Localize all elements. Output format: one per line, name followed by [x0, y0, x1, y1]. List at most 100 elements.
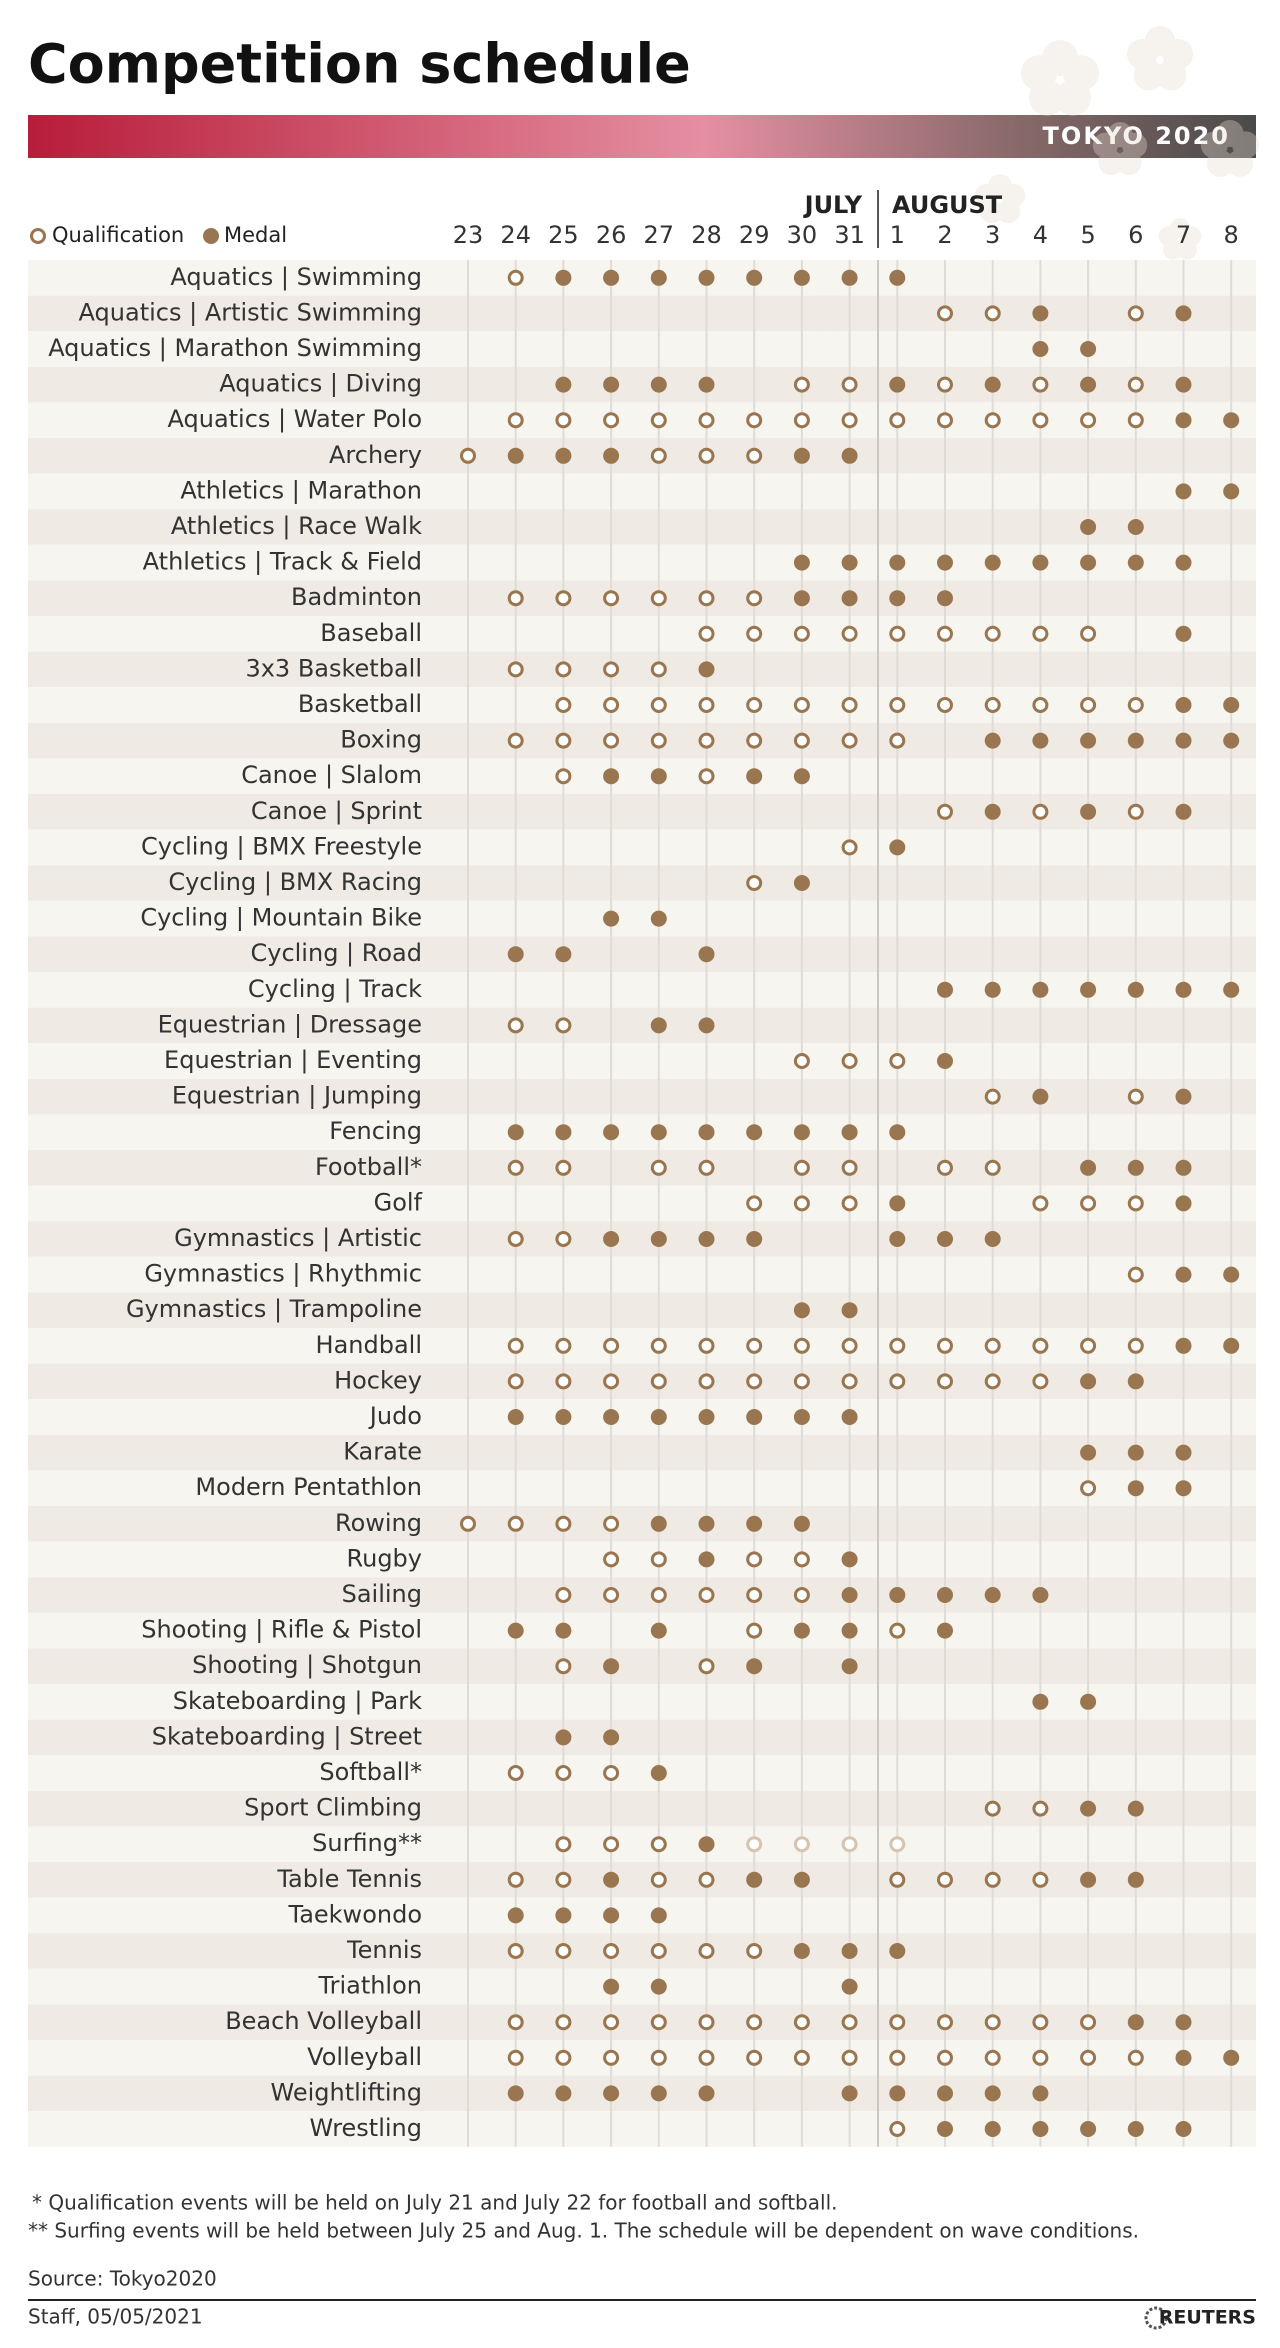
sport-label: Aquatics | Artistic Swimming	[79, 298, 422, 326]
qualification-marker	[603, 1551, 620, 1568]
medal-marker	[650, 1231, 667, 1247]
medal-marker	[1223, 1266, 1240, 1283]
qualification-marker	[603, 697, 620, 713]
medal-marker	[841, 1302, 858, 1319]
medal-marker	[1080, 519, 1097, 535]
qualification-marker	[793, 1551, 810, 1568]
medal-marker	[1127, 554, 1144, 571]
qualification-marker	[507, 2049, 524, 2066]
medal-marker	[1223, 2049, 1240, 2066]
medal-marker	[1175, 412, 1192, 429]
tentative-marker	[889, 1836, 906, 1853]
medal-marker	[603, 768, 620, 785]
qualification-marker	[793, 412, 810, 429]
sport-label: Table Tennis	[276, 1865, 422, 1893]
sport-label: Equestrian | Eventing	[164, 1046, 422, 1074]
month-july: JULY	[803, 191, 863, 219]
medal-marker	[1032, 2085, 1049, 2102]
qualification-marker	[507, 732, 524, 749]
qualification-marker	[793, 2049, 810, 2066]
medal-marker	[603, 1658, 620, 1675]
qualification-marker	[507, 661, 524, 678]
day-label: 8	[1224, 221, 1239, 249]
qualification-marker	[698, 1658, 715, 1675]
qualification-marker	[937, 1159, 953, 1176]
medal-marker	[937, 2121, 953, 2137]
medal-marker	[984, 376, 1001, 393]
medal-marker	[889, 1587, 906, 1603]
row-stripe	[28, 1862, 1256, 1898]
sport-label: Triathlon	[317, 1972, 422, 2000]
medal-marker	[1080, 554, 1097, 571]
qualification-marker	[555, 1943, 572, 1959]
medal-marker	[555, 1729, 572, 1746]
qualification-marker	[1032, 1337, 1049, 1354]
qualification-marker	[650, 412, 667, 429]
qualification-marker	[1080, 697, 1097, 713]
medal-marker	[1127, 1444, 1144, 1461]
month-august: AUGUST	[892, 191, 1003, 219]
medal-marker	[1175, 305, 1192, 322]
sport-label: Wrestling	[310, 2114, 422, 2142]
medal-marker	[793, 1515, 810, 1532]
medal-marker	[1223, 981, 1240, 998]
tentative-marker	[841, 1836, 858, 1853]
qualification-marker	[650, 447, 667, 464]
qualification-marker	[507, 1515, 524, 1532]
medal-marker	[650, 1765, 667, 1781]
qualification-marker	[555, 1515, 572, 1532]
medal-marker	[1223, 412, 1240, 429]
sport-label: Cycling | Road	[250, 939, 422, 967]
qualification-marker	[746, 590, 763, 607]
qualification-marker	[650, 732, 667, 749]
medal-marker	[603, 1231, 620, 1247]
medal-marker	[841, 1124, 858, 1141]
qualification-marker	[603, 661, 620, 678]
medal-marker	[841, 2085, 858, 2102]
row-stripe	[28, 2040, 1256, 2076]
medal-marker	[603, 1871, 620, 1888]
medal-marker	[698, 2085, 715, 2102]
qualification-marker	[841, 1337, 858, 1354]
medal-marker	[793, 269, 810, 286]
medal-marker	[650, 376, 667, 393]
medal-marker	[841, 1978, 858, 1995]
day-label: 2	[937, 221, 952, 249]
medal-marker	[793, 1124, 810, 1141]
medal-marker	[650, 1622, 667, 1639]
medal-marker	[507, 447, 524, 464]
qualification-marker	[555, 412, 572, 429]
row-stripe	[28, 402, 1256, 438]
petal	[1177, 239, 1198, 260]
qualification-marker	[1127, 1195, 1144, 1212]
medal-marker	[793, 875, 810, 891]
qualification-marker	[555, 1017, 572, 1034]
row-stripe	[28, 1043, 1256, 1079]
medal-marker	[793, 768, 810, 785]
qualification-marker	[555, 1337, 572, 1354]
qualification-marker	[937, 2014, 953, 2031]
medal-marker	[1080, 1373, 1097, 1390]
row-stripe	[28, 1470, 1256, 1506]
row-stripe	[28, 509, 1256, 545]
medal-marker	[889, 1124, 906, 1141]
petal	[1122, 132, 1148, 158]
medal-marker	[746, 269, 763, 286]
qualification-marker	[984, 305, 1001, 322]
medal-marker	[1080, 376, 1097, 393]
qualification-marker	[1032, 1800, 1049, 1817]
row-stripe	[28, 1897, 1256, 1934]
row-stripe	[28, 829, 1256, 866]
medal-marker	[746, 1124, 763, 1141]
qualification-marker	[555, 1231, 572, 1247]
medal-marker	[1175, 732, 1192, 749]
qualification-marker	[603, 2049, 620, 2066]
sport-label: Gymnastics | Rhythmic	[144, 1260, 422, 1288]
sport-label: Archery	[329, 441, 422, 469]
row-stripe	[28, 366, 1256, 403]
qualification-marker	[889, 412, 906, 429]
medal-marker	[984, 732, 1001, 749]
qualification-marker	[698, 2049, 715, 2066]
medal-marker	[841, 1943, 858, 1959]
